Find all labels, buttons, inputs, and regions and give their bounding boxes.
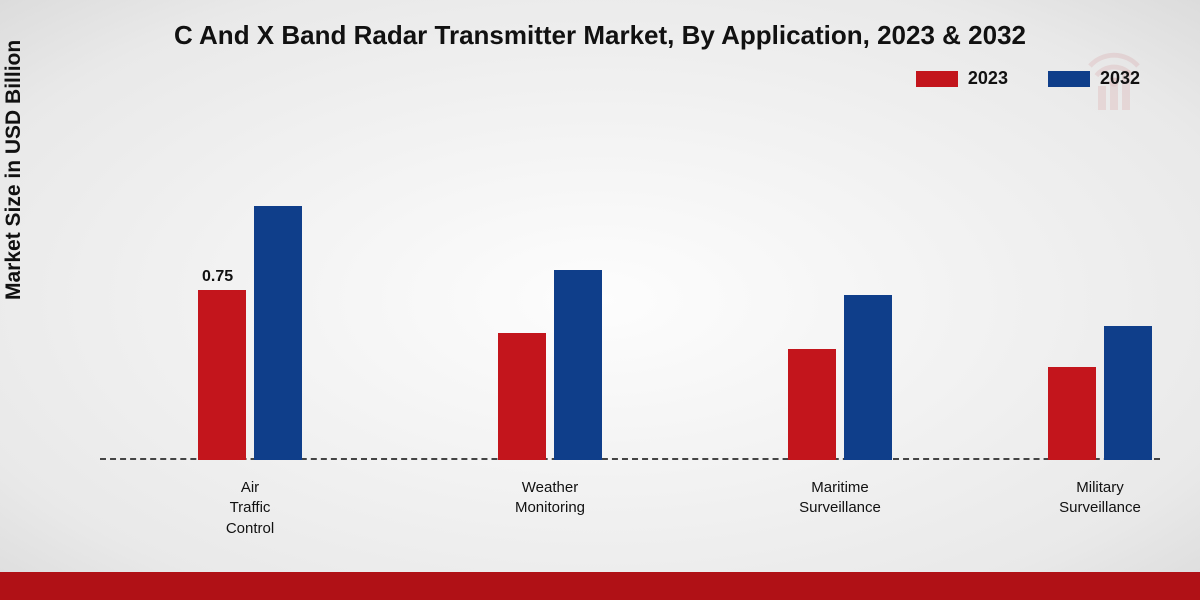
bar-group	[1048, 326, 1152, 460]
footer-bar	[0, 572, 1200, 600]
plot-area: 0.75	[100, 120, 1160, 460]
x-axis-label: MaritimeSurveillance	[760, 478, 920, 519]
y-axis-label: Market Size in USD Billion	[2, 40, 26, 300]
bar	[1104, 326, 1152, 460]
x-axis-labels: AirTrafficControl WeatherMonitoring Mariti…	[100, 470, 1160, 540]
bar	[254, 206, 302, 460]
bar	[844, 295, 892, 460]
legend-label-2023: 2023	[968, 68, 1008, 89]
legend-item-2023: 2023	[916, 68, 1008, 89]
legend-item-2032: 2032	[1048, 68, 1140, 89]
bar	[1048, 367, 1096, 460]
bar-group	[498, 270, 602, 460]
legend-label-2032: 2032	[1100, 68, 1140, 89]
chart-title: C And X Band Radar Transmitter Market, B…	[0, 20, 1200, 51]
bar	[788, 349, 836, 460]
chart-stage: C And X Band Radar Transmitter Market, B…	[0, 0, 1200, 600]
x-axis-label: AirTrafficControl	[170, 478, 330, 539]
x-axis-label: MilitarySurveillance	[1020, 478, 1180, 519]
bar	[554, 270, 602, 460]
legend-swatch-2023	[916, 71, 958, 87]
bar-group	[788, 295, 892, 460]
legend: 2023 2032	[916, 68, 1140, 89]
bar	[498, 333, 546, 460]
data-label: 0.75	[202, 268, 233, 286]
bar	[198, 290, 246, 460]
bar-group	[198, 206, 302, 460]
legend-swatch-2032	[1048, 71, 1090, 87]
x-axis-label: WeatherMonitoring	[470, 478, 630, 519]
